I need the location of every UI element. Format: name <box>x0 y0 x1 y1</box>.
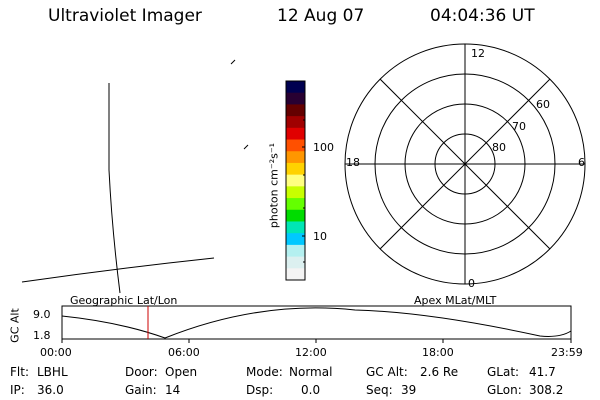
polar-grid <box>344 43 586 285</box>
parallel-line <box>21 257 215 283</box>
colorbar-label: photon cm⁻²s⁻¹ <box>267 142 281 229</box>
mlt-label-6: 6 <box>578 156 585 169</box>
lat-label-70: 70 <box>512 120 526 133</box>
altitude-xtick: 06:00 <box>168 346 200 359</box>
ip-value: 36.0 <box>37 383 64 397</box>
colorbar-band <box>286 104 305 117</box>
map-fragment <box>243 144 249 150</box>
door-value: Open <box>165 365 198 379</box>
instrument-title: Ultraviolet Imager <box>48 6 202 26</box>
colorbar-frame <box>285 80 306 281</box>
gain-value: 14 <box>165 383 181 397</box>
time-label: 04:04:36 UT <box>430 6 535 26</box>
glon-value: 308.2 <box>529 383 564 397</box>
colorbar-band <box>286 198 305 211</box>
meridian-line <box>108 83 121 294</box>
glon-label: GLon: <box>487 383 522 397</box>
geographic-panel-label: Geographic Lat/Lon <box>70 294 178 307</box>
lat-label-60: 60 <box>536 98 550 111</box>
lat-label-80: 80 <box>492 141 506 154</box>
altitude-ytick-min: 1.8 <box>33 329 51 342</box>
mode-value: Normal <box>289 365 333 379</box>
mlt-label-0: 0 <box>468 277 475 290</box>
gc-alt-label: GC Alt: <box>366 365 408 379</box>
altitude-xtick: 23:59 <box>551 346 583 359</box>
gc-alt-value: 2.6 Re <box>420 365 459 379</box>
colorbar-band <box>286 162 305 176</box>
mlt-label-18: 18 <box>346 156 360 169</box>
colorbar-band <box>286 81 305 94</box>
dsp-value: 0.0 <box>301 383 321 397</box>
colorbar-band <box>286 256 305 269</box>
dsp-label: Dsp: <box>246 383 274 397</box>
colorbar-band <box>286 233 305 246</box>
seq-label: Seq: <box>366 383 393 397</box>
colorbar-band <box>286 92 305 105</box>
altitude-x-ticks <box>61 339 572 343</box>
colorbar <box>286 81 305 281</box>
gain-label: Gain: <box>125 383 157 397</box>
mode-label: Mode: <box>246 365 283 379</box>
colorbar-tick-10: 10 <box>313 230 327 243</box>
date-label: 12 Aug 07 <box>277 6 365 26</box>
filter-label: Flt: <box>10 365 29 379</box>
colorbar-band <box>286 127 305 141</box>
altitude-ylabel: GC Alt <box>8 308 22 343</box>
colorbar-band <box>286 151 305 164</box>
colorbar-band <box>286 244 305 258</box>
colorbar-band <box>286 268 305 281</box>
colorbar-band <box>286 209 305 222</box>
altitude-xtick: 18:00 <box>422 346 454 359</box>
altitude-ytick-max: 9.0 <box>33 308 51 321</box>
altitude-curve <box>61 307 572 339</box>
glat-value: 41.7 <box>529 365 556 379</box>
filter-value: LBHL <box>37 365 68 379</box>
ip-label: IP: <box>10 383 25 397</box>
door-label: Door: <box>125 365 158 379</box>
mlt-label-12: 12 <box>471 47 485 60</box>
geographic-map-lines <box>21 59 249 294</box>
map-fragment <box>230 59 236 65</box>
apex-panel-label: Apex MLat/MLT <box>414 294 497 307</box>
colorbar-band <box>286 186 305 199</box>
colorbar-band <box>286 139 305 152</box>
seq-value: 39 <box>401 383 417 397</box>
colorbar-ticks <box>302 119 305 263</box>
colorbar-band <box>286 221 305 234</box>
glat-label: GLat: <box>487 365 520 379</box>
altitude-xtick: 00:00 <box>40 346 72 359</box>
altitude-plot-frame <box>61 305 572 340</box>
colorbar-band <box>286 116 305 129</box>
altitude-xtick: 12:00 <box>295 346 327 359</box>
colorbar-tick-100: 100 <box>313 141 334 154</box>
colorbar-band <box>286 174 305 187</box>
diagonal-line <box>379 78 551 250</box>
